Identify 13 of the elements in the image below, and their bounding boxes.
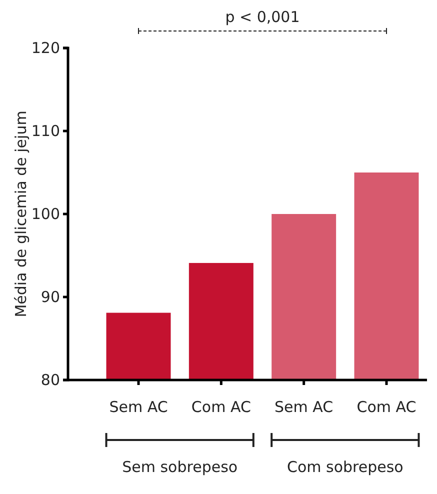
- text: Sem sobrepeso: [122, 458, 238, 476]
- x-tick-label: Sem AC: [109, 398, 168, 416]
- y-axis-title: Média de glicemia de jejum: [12, 110, 30, 318]
- text: p < 0,001: [225, 8, 300, 26]
- y-tick-label: 120: [31, 38, 60, 57]
- x-tick-label: Sem AC: [274, 398, 334, 416]
- x-tick-label: Com AC: [356, 398, 416, 416]
- y-tick-label: 110: [31, 122, 60, 140]
- y-tick-label: 80: [40, 370, 60, 389]
- y-tick-label: 90: [40, 288, 60, 306]
- y-tick-label: 100: [31, 204, 60, 223]
- x-tick-label: Com AC: [191, 398, 251, 416]
- text: Com sobrepeso: [286, 458, 404, 476]
